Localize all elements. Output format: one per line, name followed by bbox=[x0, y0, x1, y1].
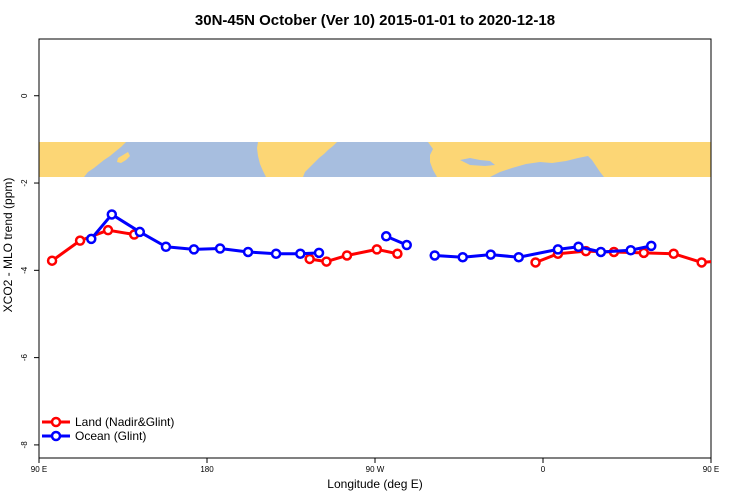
y-axis-label: XCO2 - MLO trend (ppm) bbox=[1, 178, 15, 313]
y-tick-label-4: -8 bbox=[20, 441, 29, 449]
series-layer bbox=[46, 209, 734, 268]
series-0-point-2-6 bbox=[696, 257, 707, 268]
x-tick-label-2: 90 W bbox=[366, 465, 385, 474]
series-1-point-2-4 bbox=[552, 244, 564, 255]
x-axis-label: Longitude (deg E) bbox=[327, 477, 422, 491]
series-0-point-0-0 bbox=[46, 255, 58, 266]
y-axis: 0 -2 -4 -6 -8 bbox=[20, 93, 39, 449]
y-tick-label-0: 0 bbox=[20, 93, 29, 98]
land-japan-right bbox=[625, 152, 638, 163]
series-0-point-1-1 bbox=[321, 256, 332, 267]
series-0-point-2-0 bbox=[530, 257, 541, 268]
series-1-point-0-6 bbox=[242, 246, 254, 258]
legend: Land (Nadir&Glint)Ocean (Glint) bbox=[42, 415, 174, 443]
land-asia-west bbox=[39, 142, 126, 177]
series-1-point-2-0 bbox=[429, 250, 440, 261]
series-1-point-2-3 bbox=[513, 251, 524, 263]
land-north-america bbox=[257, 142, 337, 177]
series-0-point-0-1 bbox=[74, 235, 86, 246]
land-mediterranean-sea bbox=[460, 158, 495, 166]
series-0-point-1-3 bbox=[371, 244, 383, 255]
series-0-point-2-5 bbox=[668, 248, 679, 259]
y-tick-label-3: -6 bbox=[20, 354, 29, 362]
y-tick-label-1: -2 bbox=[20, 179, 29, 187]
series-1-point-0-0 bbox=[86, 233, 97, 245]
series-1-point-0-7 bbox=[270, 248, 282, 259]
series-1-point-0-8 bbox=[295, 248, 306, 259]
x-tick-label-4: 90 E bbox=[703, 465, 719, 474]
land-japan bbox=[117, 152, 130, 163]
series-1-point-2-2 bbox=[485, 249, 496, 260]
chart-title: 30N-45N October (Ver 10) 2015-01-01 to 2… bbox=[195, 12, 555, 29]
x-axis: 90 E 180 90 W 0 90 E bbox=[31, 458, 719, 474]
world-map-band bbox=[39, 142, 711, 177]
series-0-point-2-4 bbox=[638, 247, 650, 259]
series-0-point-1-2 bbox=[341, 250, 353, 261]
series-1-point-0-4 bbox=[188, 244, 200, 255]
series-1-point-1-0 bbox=[380, 231, 392, 242]
x-tick-label-0: 90 E bbox=[31, 465, 47, 474]
y-tick-label-2: -4 bbox=[20, 266, 29, 274]
series-1-point-2-5 bbox=[573, 241, 584, 253]
x-tick-label-1: 180 bbox=[200, 465, 214, 474]
series-0-point-2-7 bbox=[726, 256, 734, 264]
series-1-point-0-2 bbox=[134, 226, 146, 238]
x-tick-label-3: 0 bbox=[541, 465, 546, 474]
legend-marker-0 bbox=[50, 416, 62, 428]
series-1-line-0 bbox=[90, 212, 320, 256]
legend-label-0: Land (Nadir&Glint) bbox=[75, 415, 174, 429]
series-1-point-0-1 bbox=[106, 209, 118, 220]
legend-marker-1 bbox=[50, 430, 62, 442]
series-1-point-0-3 bbox=[160, 241, 172, 253]
legend-label-1: Ocean (Glint) bbox=[75, 429, 146, 443]
series-1-point-2-7 bbox=[625, 244, 636, 256]
series-0-point-0-2 bbox=[102, 224, 114, 236]
series-1-point-1-1 bbox=[401, 239, 412, 251]
series-1-point-2-1 bbox=[457, 251, 468, 263]
land-eurasia-africa bbox=[428, 142, 711, 177]
series-1-point-2-6 bbox=[595, 246, 607, 258]
series-1-point-0-9 bbox=[313, 247, 325, 259]
series-1-point-0-5 bbox=[214, 243, 226, 254]
series-0-point-1-4 bbox=[392, 248, 403, 259]
series-1 bbox=[86, 209, 657, 263]
series-0-point-1-0 bbox=[304, 253, 315, 265]
series-1-point-2-8 bbox=[646, 240, 657, 252]
